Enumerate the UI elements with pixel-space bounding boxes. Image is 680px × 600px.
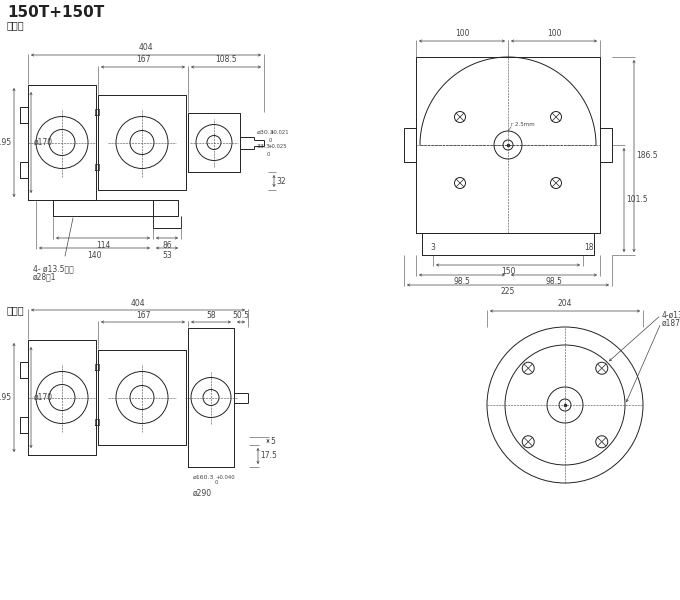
Text: 101.5: 101.5: [626, 196, 648, 205]
Text: ø290: ø290: [193, 489, 212, 498]
Text: 3: 3: [430, 242, 435, 251]
Text: 225: 225: [500, 287, 515, 296]
Text: ø28深1: ø28深1: [33, 272, 56, 281]
Text: 186.5: 186.5: [636, 151, 658, 160]
Text: 98.5: 98.5: [454, 277, 471, 286]
Text: 17.5: 17.5: [260, 451, 277, 461]
Text: ø170: ø170: [33, 393, 52, 402]
Text: 204: 204: [558, 299, 573, 308]
Text: 法蘭型: 法蘭型: [7, 305, 24, 315]
Text: 167: 167: [136, 311, 150, 319]
Text: 0: 0: [215, 480, 218, 485]
Text: 150: 150: [500, 268, 515, 277]
Text: 404: 404: [139, 43, 153, 52]
Text: ø30.3: ø30.3: [257, 130, 275, 134]
Text: 58: 58: [206, 311, 216, 319]
Text: 100: 100: [547, 29, 561, 38]
Text: 50.5: 50.5: [233, 311, 250, 319]
Text: 33.3: 33.3: [257, 143, 271, 148]
Text: ø195: ø195: [0, 138, 12, 147]
Text: ø170: ø170: [33, 138, 52, 147]
Text: 167: 167: [136, 55, 150, 64]
Text: 4- ø13.5通孔: 4- ø13.5通孔: [33, 264, 73, 273]
Text: 脚座型: 脚座型: [7, 20, 24, 30]
Text: r 2.5mm: r 2.5mm: [511, 122, 534, 127]
Text: 100: 100: [455, 29, 469, 38]
Text: 0: 0: [267, 152, 271, 157]
Text: 18: 18: [584, 242, 594, 251]
Text: ø187: ø187: [662, 319, 680, 328]
Text: 0: 0: [269, 139, 273, 143]
Text: 32: 32: [277, 176, 286, 185]
Text: +0.025: +0.025: [267, 143, 287, 148]
Text: 150T+150T: 150T+150T: [7, 5, 104, 20]
Text: 86: 86: [163, 241, 172, 250]
Text: ø160.3: ø160.3: [193, 475, 214, 480]
Text: +0.021: +0.021: [269, 130, 288, 134]
Text: 108.5: 108.5: [215, 55, 237, 64]
Text: 404: 404: [131, 298, 146, 307]
Text: 98.5: 98.5: [545, 277, 562, 286]
Text: ø195: ø195: [0, 393, 12, 402]
Text: +0.040: +0.040: [215, 475, 235, 480]
Text: 5: 5: [271, 437, 275, 445]
Text: 4-ø13.5: 4-ø13.5: [662, 311, 680, 319]
Text: 53: 53: [162, 251, 172, 259]
Text: 114: 114: [96, 241, 110, 250]
Text: 140: 140: [87, 251, 102, 259]
